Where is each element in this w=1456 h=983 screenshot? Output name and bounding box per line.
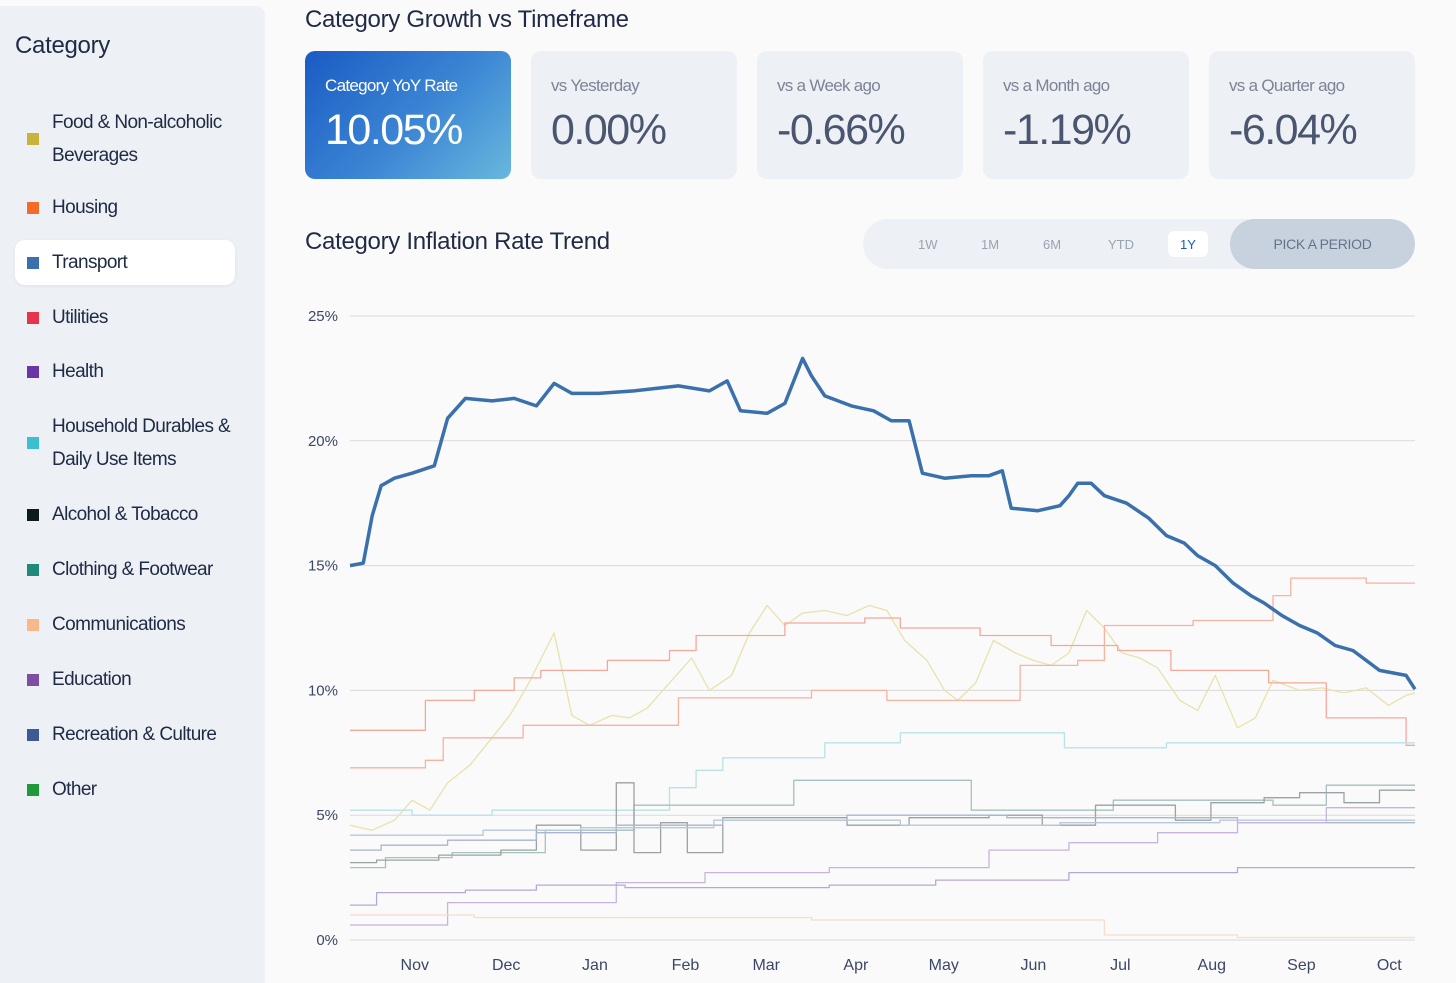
category-label: Education: [52, 669, 132, 690]
category-item-health[interactable]: Health: [15, 355, 235, 388]
category-swatch: [27, 311, 39, 324]
category-item-other[interactable]: Other: [15, 773, 235, 806]
category-label: Alcohol & Tobacco: [52, 504, 198, 525]
category-item-housing[interactable]: Housing: [15, 191, 235, 224]
card-label: vs Yesterday: [551, 76, 640, 95]
category-label: Clothing & Footwear: [52, 559, 213, 580]
category-label: Recreation & Culture: [52, 724, 217, 745]
category-item-utilities[interactable]: Utilities: [15, 301, 235, 334]
x-tick-label: Feb: [672, 957, 700, 974]
category-swatch: [27, 133, 39, 145]
card-label: Category YoY Rate: [325, 76, 458, 95]
series-line-alcohol-tobacco: [350, 782, 1415, 864]
y-tick-label: 25%: [308, 308, 338, 325]
y-tick-label: 15%: [308, 558, 338, 575]
category-label: Communications: [52, 614, 186, 635]
category-swatch: [27, 508, 39, 521]
category-label: Food & Non-alcoholic Beverages: [52, 112, 222, 166]
category-label: Transport: [52, 252, 128, 273]
y-tick-label: 5%: [316, 807, 338, 824]
sidebar-title: Category: [15, 32, 110, 59]
x-tick-label: Jan: [582, 957, 608, 974]
page-title: Category Growth vs Timeframe: [305, 6, 629, 33]
category-sidebar: Category Food & Non-alcoholic Beverages …: [0, 6, 265, 983]
card-label: vs a Quarter ago: [1229, 76, 1345, 95]
category-item-recreation-culture[interactable]: Recreation & Culture: [15, 718, 235, 751]
series-line-utilities: [350, 617, 1415, 746]
x-tick-label: Oct: [1377, 957, 1402, 974]
category-item-communications[interactable]: Communications: [15, 608, 235, 641]
card-value: -6.04%: [1229, 106, 1358, 154]
chart-series: [349, 577, 1416, 939]
pick-a-period-button[interactable]: PICK A PERIOD: [1230, 219, 1415, 269]
card-value: -0.66%: [777, 106, 906, 154]
period-1y-button[interactable]: 1Y: [1168, 231, 1208, 257]
category-swatch: [27, 201, 39, 214]
series-line-health: [350, 807, 1415, 926]
category-swatch: [27, 563, 39, 576]
card-value: -1.19%: [1003, 106, 1132, 154]
series-line-transport: [349, 356, 1417, 691]
y-tick-label: 20%: [308, 433, 338, 450]
category-label: Health: [52, 361, 104, 382]
series-line-household-durables-daily-use-items: [350, 732, 1415, 816]
period-1w-button[interactable]: 1W: [918, 236, 938, 252]
series-line-recreation-culture: [350, 814, 1415, 851]
chart-x-axis: Nov Dec Jan Feb Mar Apr May Jun Jul Aug Sep Oct: [401, 957, 1403, 974]
x-tick-label: Aug: [1198, 957, 1226, 974]
y-tick-label: 0%: [316, 932, 338, 949]
x-tick-label: Sep: [1287, 957, 1316, 974]
card-value: 0.00%: [551, 106, 667, 154]
category-label: Utilities: [52, 307, 108, 328]
x-tick-label: May: [929, 957, 959, 974]
category-item-transport[interactable]: Transport: [15, 240, 235, 285]
card-label: vs a Week ago: [777, 76, 881, 95]
chart-highlight-series: [349, 356, 1417, 691]
category-item-food[interactable]: Food & Non-alcoholic Beverages: [15, 106, 235, 172]
series-line-education: [350, 866, 1415, 906]
category-swatch: [27, 365, 39, 378]
category-swatch: [27, 728, 39, 741]
category-swatch: [27, 783, 39, 796]
category-label: Housing: [52, 197, 118, 218]
trend-title: Category Inflation Rate Trend: [305, 228, 610, 255]
x-tick-label: Nov: [401, 957, 429, 974]
category-label: Other: [52, 779, 97, 800]
card-vs-month: vs a Month ago -1.19%: [983, 51, 1189, 179]
category-swatch: [27, 437, 39, 449]
period-1m-button[interactable]: 1M: [981, 236, 1000, 252]
category-item-education[interactable]: Education: [15, 663, 235, 696]
x-tick-label: Mar: [752, 957, 780, 974]
category-item-alcohol-tobacco[interactable]: Alcohol & Tobacco: [15, 498, 235, 531]
category-label: Household Durables & Daily Use Items: [52, 416, 231, 470]
series-line-clothing-footwear: [350, 779, 1415, 869]
inflation-trend-chart: 0% 5% 10% 15% 20% 25% Nov Dec Jan Feb Mar Apr May Ju…: [308, 308, 1417, 974]
category-swatch: [27, 256, 39, 269]
category-item-clothing-footwear[interactable]: Clothing & Footwear: [15, 553, 235, 586]
x-tick-label: Apr: [843, 957, 869, 974]
x-tick-label: Jul: [1110, 957, 1130, 974]
card-yoy-rate: Category YoY Rate 10.05%: [305, 51, 511, 179]
card-label: vs a Month ago: [1003, 76, 1110, 95]
period-6m-button[interactable]: 6M: [1043, 236, 1062, 252]
period-selector: 1W 1M 6M YTD 1Y PICK A PERIOD: [863, 219, 1415, 269]
series-line-other: [350, 819, 1415, 836]
card-vs-week: vs a Week ago -0.66%: [757, 51, 963, 179]
card-vs-yesterday: vs Yesterday 0.00%: [531, 51, 737, 179]
series-line-housing: [350, 577, 1415, 769]
period-ytd-button[interactable]: YTD: [1108, 236, 1134, 252]
series-line-food-non-alcoholic-beverages: [349, 604, 1416, 831]
chart-y-axis: 0% 5% 10% 15% 20% 25%: [308, 308, 338, 949]
series-line-communications: [350, 914, 1415, 939]
card-value: 10.05%: [325, 106, 463, 154]
category-item-household-durables[interactable]: Household Durables & Daily Use Items: [15, 410, 235, 476]
chart-gridlines: [350, 315, 1415, 941]
x-tick-label: Dec: [492, 957, 520, 974]
card-vs-quarter: vs a Quarter ago -6.04%: [1209, 51, 1415, 179]
y-tick-label: 10%: [308, 682, 338, 699]
category-swatch: [27, 673, 39, 686]
category-swatch: [27, 618, 39, 631]
x-tick-label: Jun: [1020, 957, 1046, 974]
